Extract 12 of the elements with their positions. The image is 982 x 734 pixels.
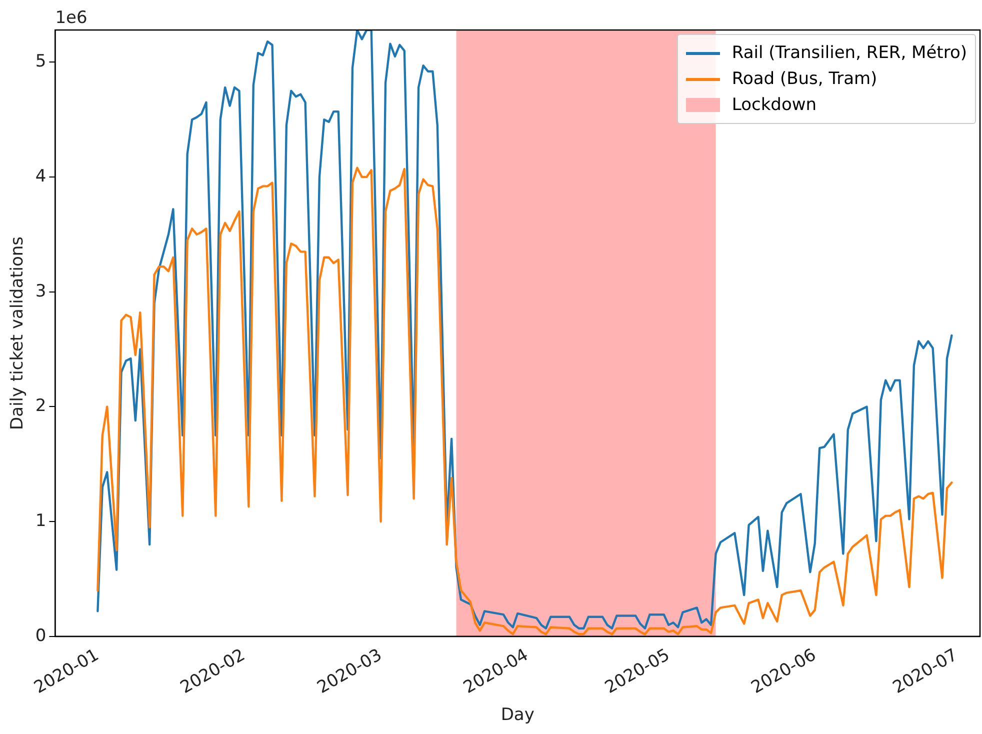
legend-label: Road (Bus, Tram) xyxy=(732,69,878,89)
y-tick-label: 1 xyxy=(35,510,46,531)
legend-label: Rail (Transilien, RER, Métro) xyxy=(732,43,967,63)
band-label: Lockdown xyxy=(732,95,817,115)
y-tick-label: 2 xyxy=(35,396,46,416)
x-axis-title: Day xyxy=(500,705,534,726)
y-axis-title: Daily ticket validations xyxy=(8,236,28,430)
y-tick-label: 4 xyxy=(35,166,46,186)
text: 1e6 xyxy=(55,8,88,28)
y-tick-label: 3 xyxy=(35,281,46,302)
y-tick-label: 0 xyxy=(35,626,46,646)
y-tick-label: 5 xyxy=(35,52,46,72)
